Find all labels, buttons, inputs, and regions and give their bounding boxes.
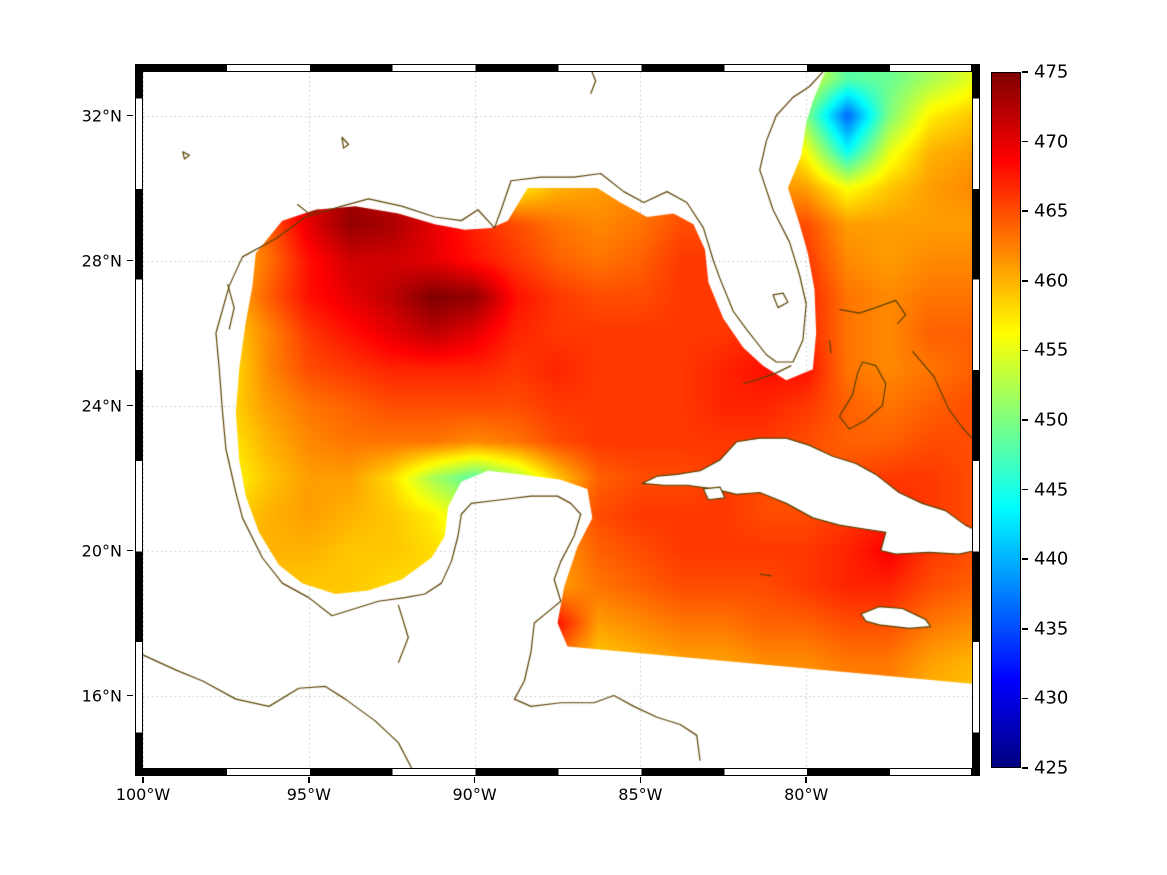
- y-tick-mark: [127, 549, 133, 552]
- x-tick-mark: [308, 777, 310, 783]
- map-canvas: [143, 72, 972, 768]
- map-frame-right: [972, 72, 980, 768]
- colorbar-tick-mark: [1022, 71, 1028, 73]
- colorbar-tick-label: 450: [1034, 409, 1069, 431]
- x-tick-label: 85°W: [618, 785, 663, 804]
- x-tick-mark: [805, 777, 807, 783]
- colorbar-tick-label: 440: [1034, 548, 1069, 570]
- x-tick-label: 90°W: [452, 785, 497, 804]
- colorbar-tick-label: 430: [1034, 687, 1069, 709]
- colorbar-tick-mark: [1022, 349, 1028, 352]
- y-tick-mark: [127, 114, 133, 117]
- colorbar-tick-mark: [1022, 419, 1028, 421]
- colorbar-tick-mark: [1022, 628, 1028, 630]
- map-frame-left: [135, 72, 143, 768]
- y-tick-label: 20°N: [81, 541, 122, 560]
- colorbar-tick-label: 425: [1034, 757, 1069, 779]
- map-frame-corner-nw: [135, 64, 143, 72]
- y-tick-mark: [127, 259, 133, 262]
- colorbar-tick-mark: [1022, 558, 1028, 560]
- map-frame-top: [143, 64, 972, 72]
- colorbar-tick-label: 475: [1034, 61, 1069, 83]
- x-tick-label: 95°W: [286, 785, 331, 804]
- colorbar-tick-label: 435: [1034, 618, 1069, 640]
- y-tick-mark: [127, 404, 133, 407]
- colorbar-tick-label: 470: [1034, 131, 1069, 153]
- y-tick-label: 16°N: [81, 686, 122, 705]
- map-frame-corner-se: [972, 768, 980, 776]
- colorbar: [991, 72, 1021, 768]
- colorbar-tick-label: 460: [1034, 270, 1069, 292]
- x-tick-mark: [639, 777, 642, 783]
- map-plot-area: [142, 71, 973, 769]
- colorbar-tick-label: 455: [1034, 339, 1069, 361]
- colorbar-tick-mark: [1022, 280, 1028, 282]
- colorbar-tick-mark: [1022, 697, 1028, 700]
- colorbar-tick-label: 445: [1034, 479, 1069, 501]
- map-frame-corner-sw: [135, 768, 143, 776]
- map-frame-bottom: [143, 768, 972, 776]
- colorbar-tick-mark: [1022, 210, 1028, 212]
- x-tick-mark: [473, 777, 476, 783]
- colorbar-tick-mark: [1022, 140, 1028, 143]
- x-tick-label: 80°W: [784, 785, 829, 804]
- y-tick-label: 28°N: [81, 251, 122, 270]
- x-tick-mark: [142, 777, 144, 783]
- y-tick-mark: [127, 694, 133, 697]
- y-tick-label: 24°N: [81, 396, 122, 415]
- map-frame-corner-ne: [972, 64, 980, 72]
- colorbar-tick-mark: [1022, 488, 1028, 491]
- y-tick-label: 32°N: [81, 106, 122, 125]
- colorbar-tick-label: 465: [1034, 200, 1069, 222]
- x-tick-label: 100°W: [115, 785, 171, 804]
- colorbar-tick-mark: [1022, 767, 1028, 769]
